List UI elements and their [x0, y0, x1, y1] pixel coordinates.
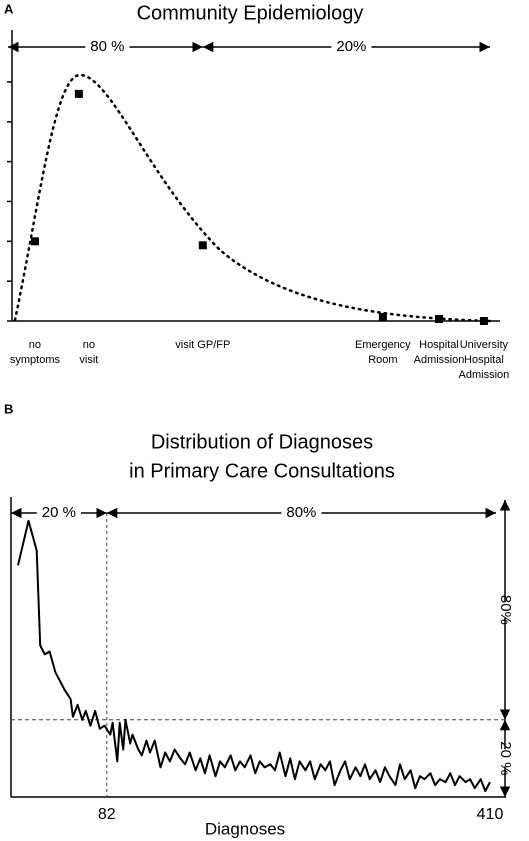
panel-label: A [4, 1, 14, 16]
annotation-bg [281, 503, 322, 521]
annotation: 20 % [497, 741, 514, 775]
x-tick-label: visit GP/FP [175, 339, 230, 351]
x-axis-label: Diagnoses [205, 819, 285, 838]
annotation-bg [85, 37, 130, 55]
data-point [74, 89, 83, 98]
data-point [435, 315, 443, 324]
x-tick-label: Hospital [464, 354, 504, 366]
annotation: 20 % [42, 504, 76, 521]
data-point [30, 237, 39, 246]
x-tick-label: no [83, 339, 95, 351]
annotation: 80 % [90, 38, 124, 55]
data-point [479, 317, 488, 325]
x-tick-label: Admission [459, 369, 510, 381]
annotation: 80% [286, 504, 316, 521]
x-tick-label: University [460, 339, 509, 351]
x-tick-label: Hospital [419, 339, 459, 351]
x-tick-label: Admission [414, 354, 465, 366]
annotation-bg [484, 600, 526, 618]
fitted-curve [13, 73, 492, 323]
x-tick-label: Emergency [355, 339, 411, 351]
annotation-bg [482, 749, 528, 767]
data-point [378, 313, 387, 322]
x-tick-label: 82 [98, 806, 116, 823]
x-tick-label: no [29, 339, 41, 351]
annotation-bg [331, 37, 372, 55]
x-tick-label: visit [79, 354, 98, 366]
data-point [198, 241, 207, 250]
annotation-bg [36, 503, 82, 521]
data-line [17, 519, 491, 793]
x-tick-label: Room [368, 354, 397, 366]
chart-title: Community Epidemiology [137, 2, 364, 24]
annotation: 20% [336, 38, 366, 55]
chart-title: in Primary Care Consultations [129, 460, 395, 482]
panel-label: B [4, 401, 13, 416]
x-tick-label: 410 [477, 806, 504, 823]
x-tick-label: symptoms [10, 354, 61, 366]
chart-title: Distribution of Diagnoses [151, 431, 373, 453]
annotation: 80% [497, 595, 514, 625]
